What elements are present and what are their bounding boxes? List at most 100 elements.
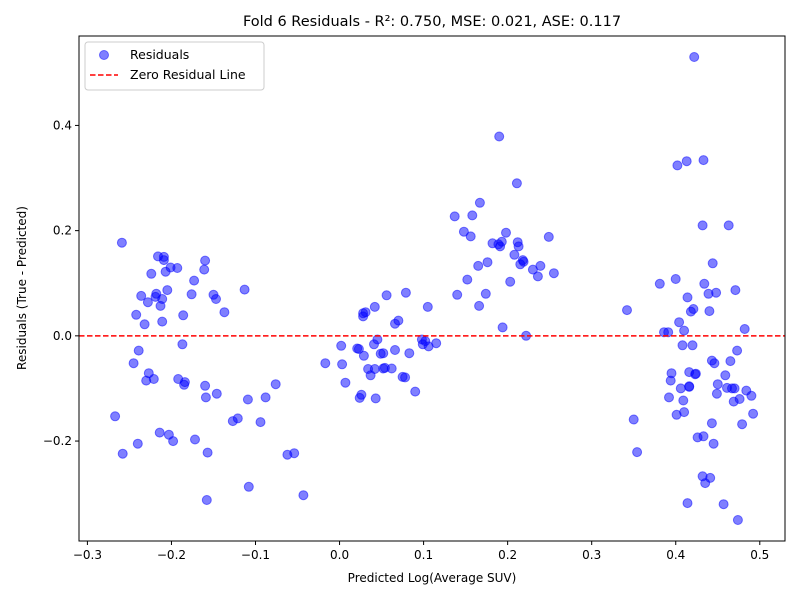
residual-point (723, 220, 734, 231)
residual-point (689, 52, 700, 62)
residual-point (390, 345, 400, 355)
residual-point (720, 370, 731, 381)
residual-point (110, 411, 121, 422)
legend: Residuals Zero Residual Line (84, 41, 265, 91)
residual-point (737, 419, 748, 430)
residual-point (674, 317, 685, 328)
residual-point (158, 255, 169, 266)
residual-point (410, 386, 421, 397)
residual-point (298, 490, 309, 501)
residual-point (704, 306, 715, 317)
y-tick-label: −0.2 (43, 434, 72, 448)
residual-point (698, 431, 709, 442)
residual-point (709, 358, 720, 369)
residual-point (337, 359, 348, 370)
residual-point (698, 155, 709, 166)
residual-point (320, 358, 331, 369)
residual-point (706, 418, 717, 429)
residual-point (179, 377, 190, 388)
residual-point (136, 290, 147, 301)
residual-point (543, 231, 554, 242)
residual-point (358, 350, 369, 361)
residual-point (356, 389, 367, 400)
residual-point (518, 256, 529, 267)
residual-point (687, 340, 698, 351)
x-tick-label: −0.3 (73, 548, 102, 562)
residual-point (748, 408, 759, 419)
residual-point (146, 268, 157, 279)
plot-background (79, 36, 785, 541)
x-axis: −0.3 −0.2 −0.1 0.0 0.1 0.2 0.3 0.4 0.5 (73, 541, 769, 562)
residual-point (513, 241, 524, 252)
residual-point (654, 278, 665, 289)
residual-point (480, 288, 491, 299)
residual-point (482, 257, 493, 268)
residual-point (494, 131, 505, 142)
residual-point (378, 348, 389, 359)
y-axis: −0.2 0.0 0.2 0.4 (43, 118, 79, 448)
residual-point (732, 515, 743, 525)
residual-point (473, 260, 484, 271)
residual-point (353, 344, 364, 354)
x-tick-label: 0.3 (582, 548, 601, 562)
residual-point (243, 481, 254, 492)
residual-point (200, 255, 211, 266)
residual-point (681, 156, 692, 167)
residual-point (255, 417, 266, 428)
x-tick-label: 0.4 (666, 548, 685, 562)
residual-point (474, 197, 485, 208)
residual-point (199, 264, 210, 275)
residual-point (360, 307, 371, 318)
residual-point (496, 236, 507, 247)
legend-box (84, 41, 265, 91)
residual-point (511, 178, 522, 189)
residual-point (157, 316, 168, 327)
residual-point (497, 322, 508, 333)
legend-marker-residuals (99, 50, 109, 60)
residual-point (386, 363, 397, 374)
residual-point (211, 388, 222, 399)
residual-point (675, 383, 686, 394)
residual-point (289, 448, 300, 459)
residual-point (664, 392, 674, 403)
residual-point (154, 427, 165, 438)
y-tick-label: 0.0 (53, 329, 72, 343)
residual-point (381, 290, 392, 301)
residual-point (162, 285, 173, 296)
residual-point (678, 395, 689, 406)
residual-point (622, 305, 632, 316)
plot-area (78, 35, 786, 542)
residual-point (732, 345, 743, 356)
residual-point (672, 160, 683, 171)
residual-point (474, 300, 485, 311)
residual-point (734, 394, 745, 404)
residual-point (211, 294, 221, 304)
residual-point (670, 274, 681, 284)
x-axis-label: Predicted Log(Average SUV) (348, 571, 517, 585)
residual-point (200, 392, 211, 403)
residual-point (462, 274, 473, 285)
x-tick-label: 0.2 (498, 548, 517, 562)
residual-point (431, 338, 442, 349)
residual-point (711, 388, 722, 399)
chart-title: Fold 6 Residuals - R²: 0.750, MSE: 0.021… (243, 14, 621, 30)
residual-point (501, 227, 511, 238)
residual-point (684, 381, 695, 392)
residual-point (465, 231, 476, 242)
residual-point (190, 434, 200, 445)
x-tick-label: −0.1 (241, 548, 270, 562)
residual-point (270, 379, 281, 390)
residual-point (697, 220, 708, 231)
residual-point (260, 392, 271, 403)
residual-point (370, 393, 381, 404)
residual-point (730, 285, 741, 296)
residual-point (663, 327, 674, 338)
residual-point (705, 472, 716, 483)
residual-point (132, 438, 143, 449)
y-tick-label: 0.2 (53, 224, 72, 238)
residual-point (682, 292, 693, 303)
residual-point (690, 368, 701, 379)
residual-point (628, 414, 639, 425)
residual-point (739, 324, 750, 334)
